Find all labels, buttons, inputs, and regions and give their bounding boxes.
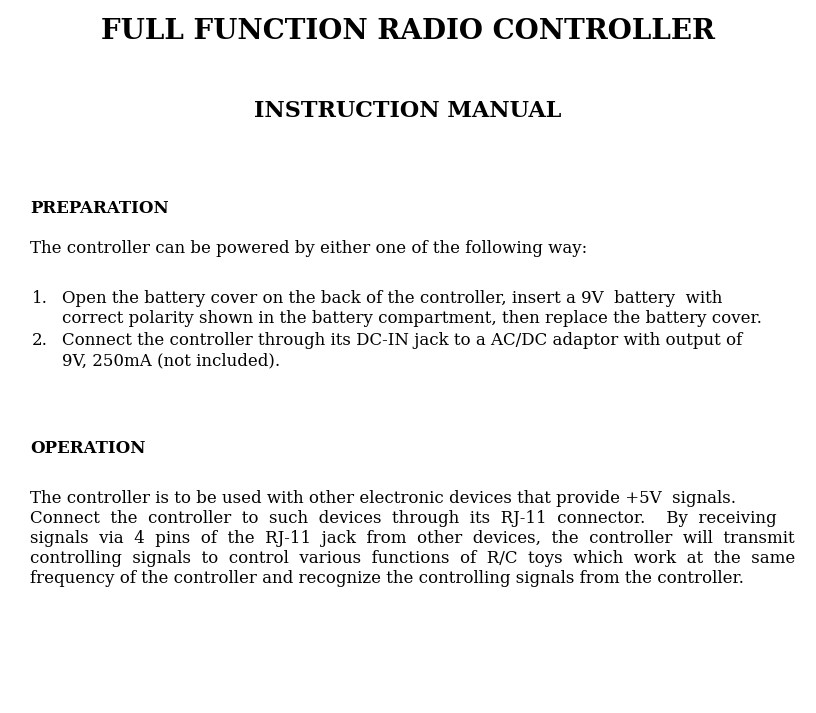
Text: Connect  the  controller  to  such  devices  through  its  RJ-11  connector.    : Connect the controller to such devices t…: [30, 510, 777, 527]
Text: Open the battery cover on the back of the controller, insert a 9V  battery  with: Open the battery cover on the back of th…: [62, 290, 722, 307]
Text: 9V, 250mA (not included).: 9V, 250mA (not included).: [62, 352, 280, 369]
Text: The controller can be powered by either one of the following way:: The controller can be powered by either …: [30, 240, 588, 257]
Text: 1.: 1.: [32, 290, 48, 307]
Text: OPERATION: OPERATION: [30, 440, 145, 457]
Text: Connect the controller through its DC-IN jack to a AC/DC adaptor with output of: Connect the controller through its DC-IN…: [62, 332, 743, 349]
Text: The controller is to be used with other electronic devices that provide +5V  sig: The controller is to be used with other …: [30, 490, 736, 507]
Text: signals  via  4  pins  of  the  RJ-11  jack  from  other  devices,  the  control: signals via 4 pins of the RJ-11 jack fro…: [30, 530, 795, 547]
Text: INSTRUCTION MANUAL: INSTRUCTION MANUAL: [255, 100, 561, 122]
Text: 2.: 2.: [32, 332, 48, 349]
Text: controlling  signals  to  control  various  functions  of  R/C  toys  which  wor: controlling signals to control various f…: [30, 550, 796, 567]
Text: PREPARATION: PREPARATION: [30, 200, 169, 217]
Text: frequency of the controller and recognize the controlling signals from the contr: frequency of the controller and recogniz…: [30, 570, 744, 587]
Text: FULL FUNCTION RADIO CONTROLLER: FULL FUNCTION RADIO CONTROLLER: [101, 18, 715, 45]
Text: correct polarity shown in the battery compartment, then replace the battery cove: correct polarity shown in the battery co…: [62, 310, 762, 327]
